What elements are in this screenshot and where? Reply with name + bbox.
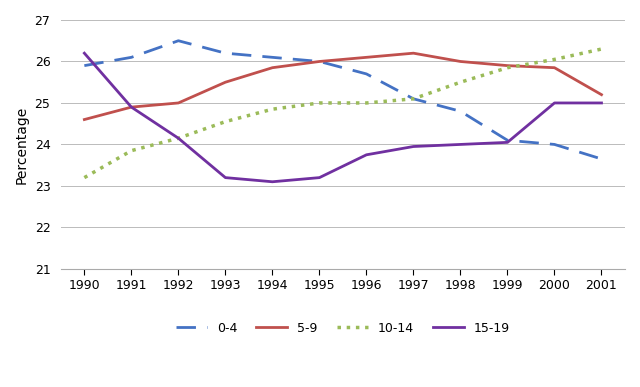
0-4 — [550, 142, 558, 147]
0-4 — [316, 59, 323, 64]
10-14 — [456, 80, 464, 84]
10-14 — [269, 107, 276, 111]
0-4 — [504, 138, 511, 143]
0-4 — [598, 157, 605, 161]
10-14 — [363, 101, 371, 105]
10-14 — [81, 175, 88, 180]
10-14 — [410, 96, 417, 101]
5-9 — [127, 105, 135, 110]
15-19 — [269, 180, 276, 184]
5-9 — [81, 117, 88, 122]
0-4 — [221, 51, 229, 55]
15-19 — [127, 105, 135, 110]
15-19 — [316, 175, 323, 180]
15-19 — [175, 136, 182, 140]
0-4 — [269, 55, 276, 60]
5-9 — [456, 59, 464, 64]
10-14 — [221, 119, 229, 124]
Legend: 0-4, 5-9, 10-14, 15-19: 0-4, 5-9, 10-14, 15-19 — [171, 317, 515, 341]
5-9 — [316, 59, 323, 64]
Line: 0-4: 0-4 — [84, 41, 602, 159]
0-4 — [456, 109, 464, 113]
10-14 — [175, 136, 182, 140]
5-9 — [221, 80, 229, 84]
15-19 — [410, 144, 417, 149]
15-19 — [81, 51, 88, 55]
15-19 — [598, 101, 605, 105]
5-9 — [410, 51, 417, 55]
5-9 — [504, 63, 511, 68]
0-4 — [175, 38, 182, 43]
10-14 — [550, 57, 558, 62]
Line: 5-9: 5-9 — [84, 53, 602, 120]
10-14 — [598, 47, 605, 51]
Line: 10-14: 10-14 — [84, 49, 602, 178]
Line: 15-19: 15-19 — [84, 53, 602, 182]
5-9 — [363, 55, 371, 60]
Y-axis label: Percentage: Percentage — [15, 105, 29, 183]
15-19 — [221, 175, 229, 180]
15-19 — [456, 142, 464, 147]
10-14 — [504, 65, 511, 70]
0-4 — [81, 63, 88, 68]
10-14 — [127, 148, 135, 153]
0-4 — [410, 96, 417, 101]
15-19 — [550, 101, 558, 105]
10-14 — [316, 101, 323, 105]
5-9 — [269, 65, 276, 70]
0-4 — [363, 72, 371, 76]
15-19 — [504, 140, 511, 145]
5-9 — [550, 65, 558, 70]
5-9 — [598, 92, 605, 97]
15-19 — [363, 152, 371, 157]
0-4 — [127, 55, 135, 60]
5-9 — [175, 101, 182, 105]
